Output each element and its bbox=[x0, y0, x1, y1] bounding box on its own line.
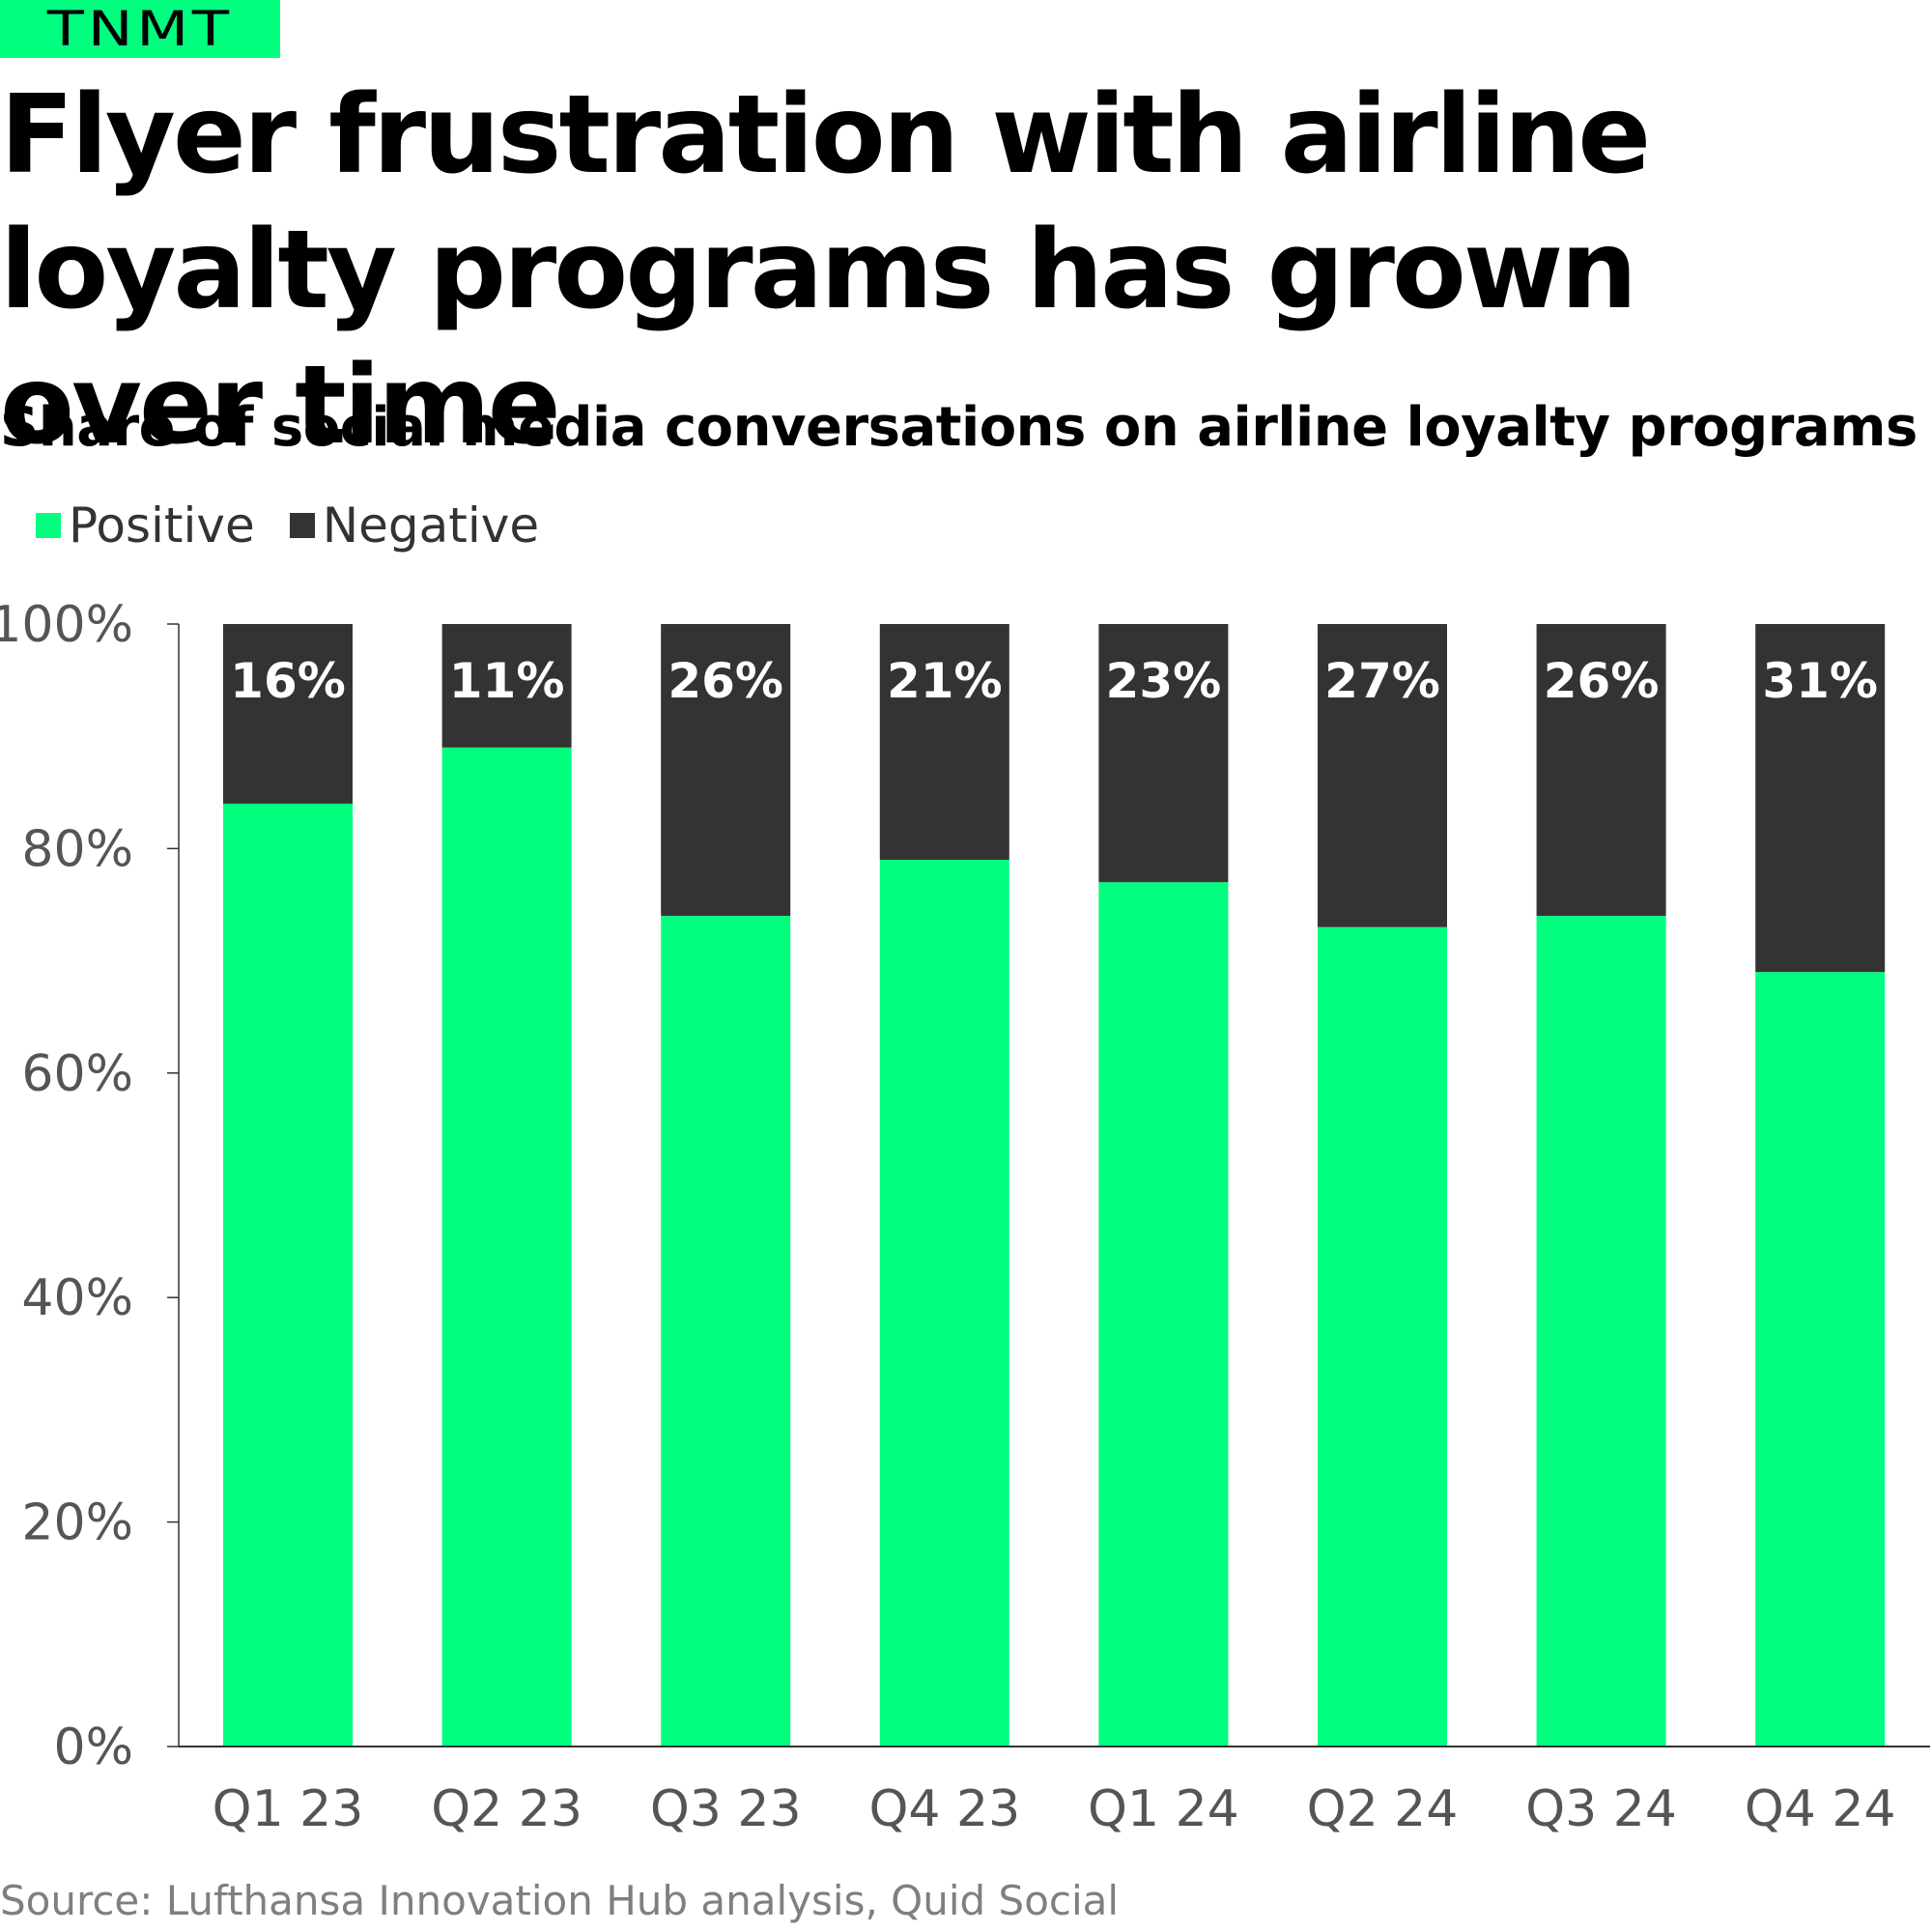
stacked-bar-chart: 0% 20% 40% 60% 80% 100% 16% Q1 23 11% Q2 23 26% Q3 … bbox=[0, 596, 1930, 1838]
x-tick-label: Q4 24 bbox=[1745, 1780, 1896, 1835]
bar-negative bbox=[223, 624, 353, 804]
bar-data-label: 21% bbox=[887, 653, 1003, 709]
legend-label-positive: Positive bbox=[69, 497, 255, 554]
bar-negative bbox=[1536, 624, 1666, 917]
chart-area: 0% 20% 40% 60% 80% 100% 16% Q1 23 11% Q2 23 26% Q3 … bbox=[0, 580, 1932, 1838]
bar-positive bbox=[223, 803, 353, 1747]
bar-positive bbox=[441, 747, 572, 1747]
y-tick-label: 100% bbox=[0, 596, 133, 654]
bar-positive bbox=[1536, 916, 1666, 1747]
bar-negative bbox=[879, 624, 1009, 861]
brand-logo-text: TNMT bbox=[46, 1, 234, 57]
source-note: Source: Lufthansa Innovation Hub analysi… bbox=[0, 1877, 1120, 1924]
bar-negative bbox=[1755, 624, 1886, 973]
bar-data-label: 27% bbox=[1324, 653, 1440, 709]
x-tick-label: Q1 24 bbox=[1088, 1780, 1239, 1835]
x-tick-label: Q4 23 bbox=[868, 1780, 1020, 1835]
bar-positive bbox=[1098, 882, 1229, 1747]
bar-data-label: 26% bbox=[1544, 653, 1660, 709]
bar-data-label: 11% bbox=[449, 653, 565, 709]
bar-positive bbox=[1318, 926, 1447, 1747]
chart-title: Flyer frustration with airline loyalty p… bbox=[0, 72, 1651, 469]
brand-logo-badge: TNMT bbox=[0, 0, 280, 58]
legend-swatch-negative bbox=[289, 513, 315, 538]
bar-positive bbox=[879, 860, 1009, 1747]
x-tick-label: Q2 23 bbox=[431, 1780, 582, 1835]
x-tick-label: Q3 23 bbox=[650, 1780, 802, 1835]
x-tick-label: Q3 24 bbox=[1525, 1780, 1677, 1835]
chart-subtitle: Share of social media conversations on a… bbox=[0, 396, 1918, 459]
y-tick-label: 20% bbox=[21, 1494, 133, 1552]
bar-data-label: 26% bbox=[668, 653, 783, 709]
bar-negative bbox=[1318, 624, 1447, 927]
y-tick-label: 60% bbox=[21, 1045, 133, 1103]
bar-data-label: 31% bbox=[1762, 653, 1878, 709]
y-tick-label: 0% bbox=[54, 1719, 134, 1776]
y-tick-label: 80% bbox=[21, 820, 133, 878]
bar-data-label: 23% bbox=[1106, 653, 1222, 709]
legend-item-positive: Positive bbox=[36, 497, 255, 554]
bar-data-label: 16% bbox=[230, 653, 346, 709]
bar-positive bbox=[1755, 972, 1886, 1747]
x-tick-label: Q2 24 bbox=[1307, 1780, 1459, 1835]
bar-negative bbox=[661, 624, 791, 917]
legend-item-negative: Negative bbox=[289, 497, 540, 554]
chart-legend: Positive Negative bbox=[36, 497, 574, 554]
bar-positive bbox=[661, 916, 791, 1747]
bar-negative bbox=[1098, 624, 1229, 883]
y-tick-label: 40% bbox=[21, 1269, 133, 1327]
legend-swatch-positive bbox=[36, 513, 61, 538]
bar-negative bbox=[441, 624, 572, 748]
legend-label-negative: Negative bbox=[322, 497, 540, 554]
x-tick-label: Q1 23 bbox=[213, 1780, 364, 1835]
